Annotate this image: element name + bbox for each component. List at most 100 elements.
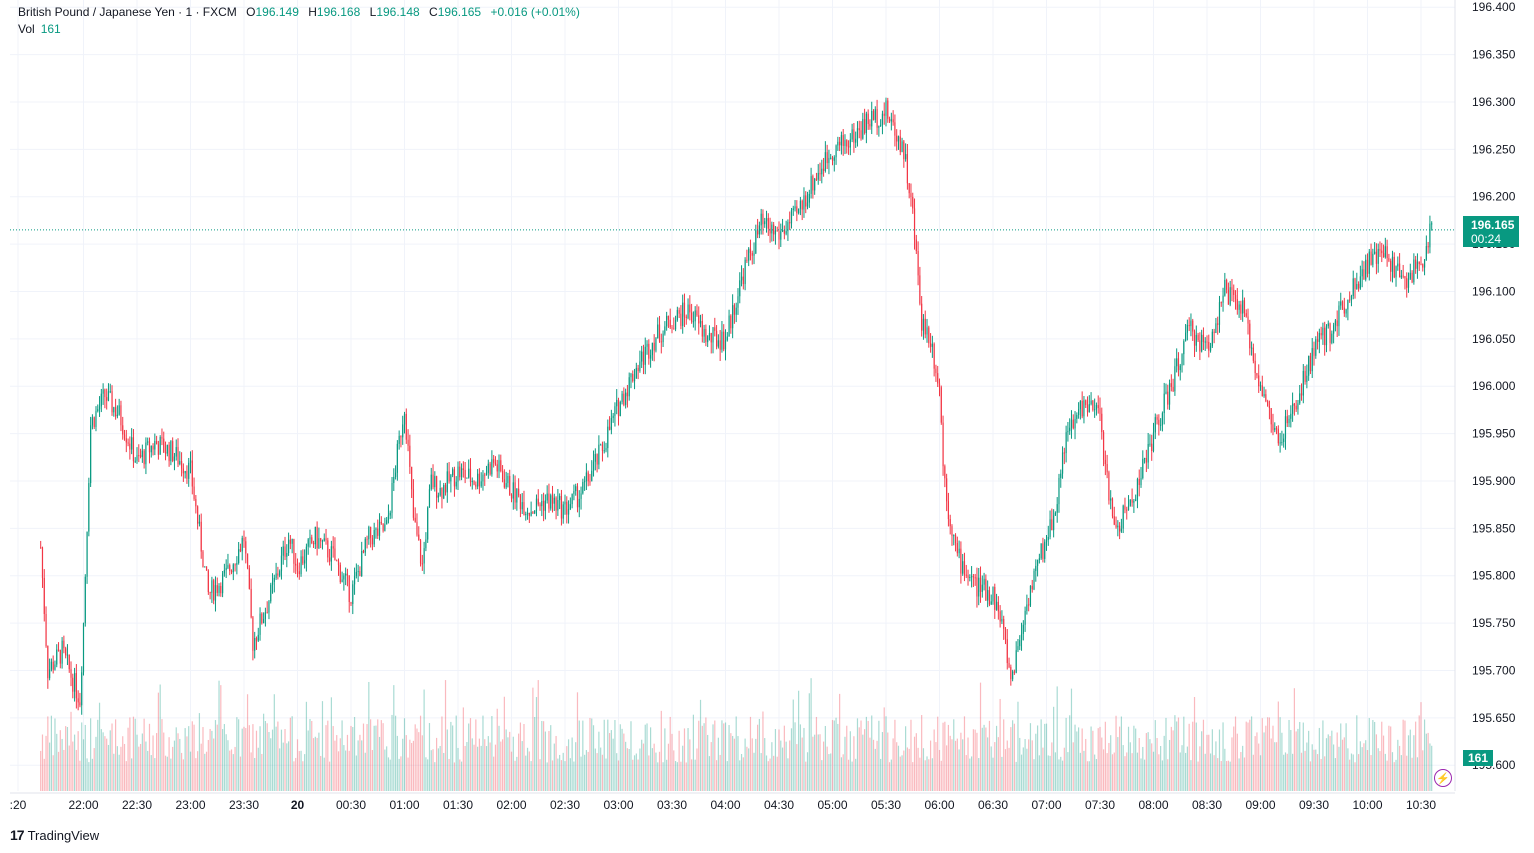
volume-bar: [954, 740, 957, 791]
candle-body: [637, 367, 639, 372]
volume-bar: [1226, 761, 1228, 791]
volume-bar: [1020, 754, 1023, 791]
candle-body: [541, 501, 543, 507]
volume-bar: [1010, 727, 1012, 791]
volume-bar: [1140, 758, 1142, 791]
candle-body: [1001, 618, 1003, 622]
volume-bar: [1179, 752, 1181, 791]
tradingview-brand[interactable]: 17 TradingView: [10, 827, 99, 843]
time-tick-label: 01:30: [443, 798, 473, 812]
candle-body: [860, 130, 862, 139]
candle-body: [501, 471, 504, 480]
candle-body: [660, 341, 662, 343]
candle-body: [787, 222, 789, 232]
volume-bar: [573, 761, 575, 791]
candle-body: [707, 336, 709, 343]
volume-bar: [1382, 735, 1385, 791]
candle-body: [1188, 325, 1190, 327]
candle-body: [735, 307, 737, 315]
volume-bar: [1213, 755, 1215, 791]
candle-body: [1044, 541, 1046, 559]
time-tick-label: 09:00: [1245, 798, 1275, 812]
volume-legend: Vol 161: [18, 21, 61, 37]
candle-body: [1286, 416, 1288, 424]
candle-body: [1425, 246, 1427, 260]
candle-body: [350, 602, 352, 605]
candle-body: [842, 135, 844, 146]
candle-body: [1122, 505, 1124, 529]
volume-bar: [1388, 725, 1390, 791]
volume-bar: [462, 707, 464, 791]
volume-bar: [102, 732, 104, 791]
candle-body: [484, 474, 486, 476]
symbol-title[interactable]: British Pound / Japanese Yen · 1 · FXCM: [18, 5, 237, 19]
candle-body: [232, 564, 234, 573]
candle-body: [783, 229, 785, 234]
volume-bar: [985, 727, 987, 791]
volume-bar: [956, 738, 958, 791]
volume-bar: [509, 731, 511, 791]
volume-bar: [883, 707, 885, 791]
volume-bar: [735, 716, 737, 791]
volume-bar: [355, 755, 357, 791]
volume-bar: [551, 760, 554, 791]
candle-body: [205, 566, 208, 571]
candle-body: [1363, 269, 1365, 280]
candle-body: [370, 526, 372, 538]
volume-bar: [345, 750, 347, 791]
volume-bar: [1038, 755, 1040, 791]
candle-body: [974, 577, 976, 579]
open-value: 196.149: [255, 5, 299, 19]
volume-bar: [674, 761, 677, 791]
volume-bar: [1201, 731, 1203, 791]
volume-bar: [666, 759, 668, 791]
volume-bar: [218, 680, 220, 791]
volume-bar: [630, 721, 632, 791]
candle-body: [785, 231, 787, 234]
candle-body: [57, 649, 60, 651]
candle-body: [1149, 443, 1151, 445]
volume-bar: [1406, 755, 1408, 791]
volume-bar: [400, 756, 402, 791]
candle-body: [164, 452, 167, 454]
candle-body: [1304, 370, 1306, 382]
candle-body: [976, 577, 978, 597]
volume-bar: [255, 730, 258, 791]
volume-bar: [553, 743, 555, 791]
volume-bar: [865, 716, 867, 791]
volume-bar: [933, 729, 935, 791]
candle-body: [300, 556, 302, 575]
candle-body: [1040, 543, 1042, 559]
volume-bar: [774, 729, 777, 791]
candle-body: [1302, 370, 1304, 396]
volume-bar: [141, 733, 143, 791]
candle-body: [241, 537, 243, 552]
candle-body: [546, 493, 548, 501]
candle-body: [822, 168, 825, 172]
candle-body: [222, 573, 224, 594]
candle-body: [341, 579, 343, 583]
volume-bar: [1104, 721, 1106, 791]
candle-body: [548, 493, 550, 509]
volume-bar: [972, 729, 974, 791]
candle-body: [537, 498, 539, 505]
volume-bar: [503, 696, 505, 791]
candle-body: [946, 478, 948, 502]
candle-body: [589, 481, 591, 483]
volume-bar: [197, 751, 199, 791]
candle-body: [1138, 479, 1140, 486]
volume-label[interactable]: Vol: [18, 22, 35, 36]
volume-bar: [204, 753, 206, 791]
volume-bar: [651, 748, 653, 791]
volume-bar: [259, 726, 261, 791]
volume-bar: [50, 715, 52, 791]
volume-bar: [213, 738, 215, 791]
candle-body: [1197, 334, 1199, 341]
volume-bar: [885, 716, 887, 791]
volume-bar: [439, 745, 441, 791]
volume-bar: [469, 718, 472, 791]
lightning-icon[interactable]: ⚡: [1434, 769, 1452, 787]
candle-body: [1399, 263, 1401, 278]
candle-body: [314, 526, 316, 545]
